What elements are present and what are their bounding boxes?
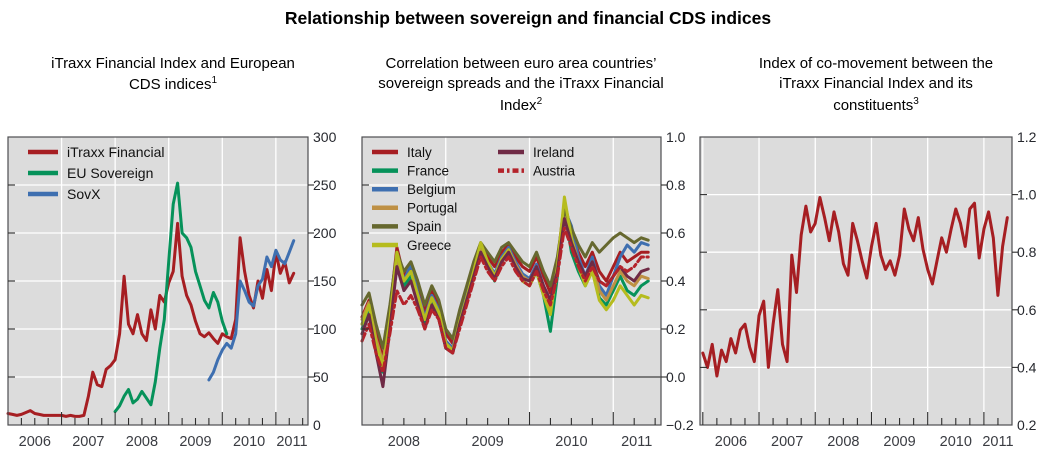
panel-3-subtitle-text: Index of co-movement between the iTraxx … [758, 55, 994, 114]
x-tick-label: 2010 [940, 434, 972, 450]
panel-3-subtitle: Index of co-movement between the iTraxx … [696, 54, 1056, 124]
panel-2-subtitle: Correlation between euro area countries’… [346, 54, 696, 124]
legend-item-ireland: Ireland [498, 145, 574, 160]
legend-label-sovx: SovX [67, 186, 101, 202]
panel-3-footnote-ref: 3 [913, 95, 919, 107]
legend-item-spain: Spain [372, 219, 442, 234]
y-tick-label: 250 [313, 177, 337, 193]
series-group [360, 195, 650, 389]
x-tick-label: 2006 [19, 434, 51, 450]
ticks [362, 184, 667, 425]
x-tick-label: 2010 [233, 434, 265, 450]
y-tick-label: 1.0 [1017, 187, 1037, 203]
x-tick-label: 2009 [471, 434, 503, 450]
series-line-sovx [207, 239, 296, 382]
x-tick-label: 2011 [276, 434, 307, 450]
y-tick-label: 200 [313, 225, 337, 241]
x-tick-label: 2007 [72, 434, 104, 450]
series-line-eu-sovereign [113, 181, 229, 414]
legend-label-spain: Spain [407, 219, 442, 234]
x-tick-label: 2009 [179, 434, 211, 450]
y-tick-label: 300 [313, 129, 337, 145]
y-tick-label: 100 [313, 321, 337, 337]
panel-1-subtitle: iTraxx Financial Index and European CDS … [0, 54, 346, 124]
legend: iTraxx Financial EU Sovereign SovX [28, 144, 165, 202]
chart-comovement-index: 0.2 0.4 0.6 0.8 1.0 1.2 2006 2007 2008 2009 2010 20… [699, 129, 1037, 450]
series-group [6, 181, 296, 418]
series-line-spain [360, 207, 650, 350]
panel-sovereign-correlation: Correlation between euro area countries’… [346, 54, 696, 454]
y-tick-label: 0.8 [666, 177, 686, 193]
y-tick-label: 1.2 [1017, 129, 1037, 145]
legend-item-belgium: Belgium [372, 182, 456, 197]
legend-label-italy: Italy [407, 145, 432, 160]
panel-1-footnote-ref: 1 [211, 75, 218, 87]
y-tick-label: 50 [313, 369, 329, 385]
legend-item-sovx: SovX [28, 186, 101, 202]
x-tick-label: 2009 [883, 434, 915, 450]
legend-label-austria: Austria [533, 163, 576, 178]
y-tick-label: 0.0 [666, 369, 686, 385]
y-tick-label: 0.4 [1017, 359, 1037, 375]
gridlines [8, 137, 308, 425]
panel-2-footnote-ref: 2 [536, 95, 543, 107]
series-line-austria [360, 226, 650, 374]
chart-sovereign-spread-correlation: −0.2 0.0 0.2 0.4 0.6 0.8 1.0 2008 2009 2010 2011 It… [360, 129, 694, 450]
legend-item-itraxx-financial: iTraxx Financial [28, 144, 165, 160]
x-tick-label: 2008 [126, 434, 158, 450]
legend-label-france: France [407, 163, 449, 178]
y-tick-label: −0.2 [666, 417, 694, 433]
x-tick-label: 2011 [982, 434, 1013, 450]
y-tick-label: 0.2 [1017, 417, 1037, 433]
figure-title: Relationship between sovereign and finan… [284, 8, 772, 28]
panel-2-subtitle-text: Correlation between euro area countries’… [378, 55, 664, 114]
panel-itraxx-and-european-cds: iTraxx Financial Index and European CDS … [0, 54, 346, 454]
panels-row: iTraxx Financial Index and European CDS … [0, 54, 1056, 454]
series-line-itraxx-financial [6, 221, 296, 418]
legend-item-france: France [372, 163, 449, 178]
axis-labels: 0.2 0.4 0.6 0.8 1.0 1.2 2006 2007 2008 2009 2010 20… [715, 129, 1037, 450]
legend-item-portugal: Portugal [372, 201, 457, 216]
legend-label-greece: Greece [407, 238, 451, 253]
series-line-co-movement-index [701, 196, 1009, 378]
plot-border [699, 136, 1013, 426]
x-tick-label: 2010 [555, 434, 587, 450]
legend-item-italy: Italy [372, 145, 432, 160]
y-tick-label: 0.6 [1017, 302, 1037, 318]
y-tick-label: 0 [313, 417, 321, 433]
y-tick-label: 0.2 [666, 321, 686, 337]
legend-item-eu-sovereign: EU Sovereign [28, 165, 153, 181]
legend-label-ireland: Ireland [533, 145, 574, 160]
x-tick-label: 2007 [771, 434, 803, 450]
x-tick-label: 2011 [621, 434, 652, 450]
x-tick-label: 2008 [388, 434, 420, 450]
ticks [8, 184, 314, 425]
legend-label-itraxx-financial: iTraxx Financial [67, 144, 165, 160]
legend-item-greece: Greece [372, 238, 451, 253]
axis-labels: −0.2 0.0 0.2 0.4 0.6 0.8 1.0 2008 2009 2010 2011 [388, 129, 694, 450]
legend: Italy France Belgium Portugal Spain Greece Ire… [372, 145, 576, 253]
legend-item-austria: Austria [498, 163, 576, 178]
ticks [700, 194, 1018, 425]
legend-label-portugal: Portugal [407, 201, 457, 216]
y-tick-label: 150 [313, 273, 337, 289]
panel-1-subtitle-text: iTraxx Financial Index and European CDS … [51, 55, 295, 94]
chart-itraxx-financial-and-european-cds: 0 50 100 150 200 250 300 2006 2007 2008 2009 2010 20… [6, 129, 337, 450]
series-group [701, 196, 1009, 378]
legend-label-belgium: Belgium [407, 182, 456, 197]
y-tick-label: 0.6 [666, 225, 686, 241]
legend-label-eu-sovereign: EU Sovereign [67, 165, 153, 181]
y-tick-label: 0.4 [666, 273, 686, 289]
axis-labels: 0 50 100 150 200 250 300 2006 2007 2008 2009 2010 20… [19, 129, 337, 450]
y-tick-label: 0.8 [1017, 244, 1037, 260]
x-tick-label: 2008 [827, 434, 859, 450]
y-tick-label: 1.0 [666, 129, 686, 145]
gridlines [700, 137, 1012, 425]
plot-background [700, 137, 1012, 425]
panel-comovement-index: Index of co-movement between the iTraxx … [696, 54, 1056, 454]
x-tick-label: 2006 [715, 434, 747, 450]
